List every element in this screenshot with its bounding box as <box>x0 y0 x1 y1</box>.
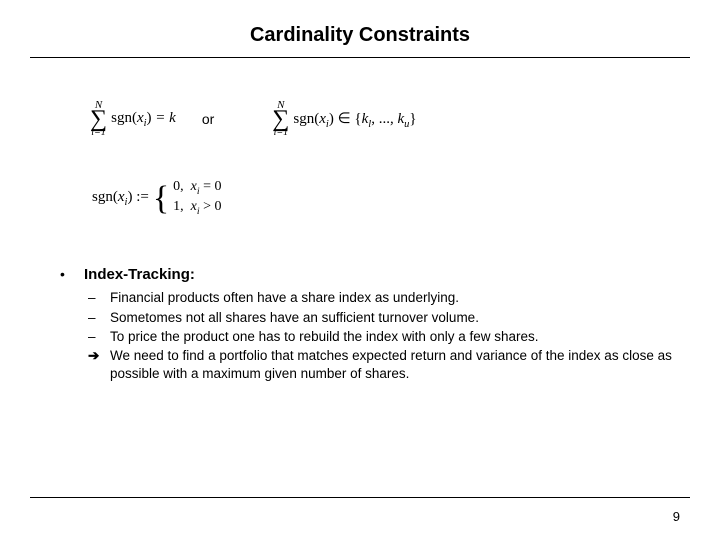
sigma-icon: ∑ <box>90 109 107 129</box>
x-var: x <box>137 110 144 126</box>
sum-lower: i=1 <box>91 128 106 138</box>
x-sub-2: i <box>326 119 329 130</box>
formula-left: N ∑ i=1 sgn(xi) = k <box>90 100 176 138</box>
case-0: 0, xi = 0 <box>173 178 221 198</box>
sgn-def-lhs: sgn(xi) := <box>92 189 149 208</box>
eq-k: = k <box>155 110 176 126</box>
sum-symbol-2: N ∑ i=1 <box>272 100 289 138</box>
list-item: – To price the product one has to rebuil… <box>88 328 690 346</box>
case1-val: 1, <box>173 199 184 214</box>
list-item-text: Financial products often have a share in… <box>110 289 459 307</box>
list-item-text: We need to find a portfolio that matches… <box>110 347 690 383</box>
list-item-text: To price the product one has to rebuild … <box>110 328 539 346</box>
set-close: } <box>409 111 416 127</box>
def-colon: := <box>132 189 148 205</box>
list-item-text: Sometomes not all shares have an suffici… <box>110 309 479 327</box>
slide-title: Cardinality Constraints <box>30 0 690 57</box>
case1-cond: > 0 <box>200 199 222 214</box>
dash-icon: – <box>88 289 110 307</box>
formula-row: N ∑ i=1 sgn(xi) = k or N ∑ i=1 sgn(xi) ∈… <box>30 100 690 138</box>
cases-block: 0, xi = 0 1, xi > 0 <box>173 178 221 218</box>
list-item: – Sometomes not all shares have an suffi… <box>88 309 690 327</box>
main-bullet: • Index-Tracking: <box>60 266 690 283</box>
dash-icon: – <box>88 328 110 346</box>
set-dots: , ..., <box>371 111 397 127</box>
x-var-2: x <box>319 111 326 127</box>
index-tracking-section: • Index-Tracking: – Financial products o… <box>30 266 690 383</box>
sigma-icon-2: ∑ <box>272 109 289 129</box>
sgn-expr-left: sgn(xi) = k <box>111 110 176 129</box>
set-open: ∈ { <box>338 111 362 127</box>
bottom-rule <box>30 497 690 498</box>
sgn-text-2: sgn <box>293 111 314 127</box>
case0-cond: = 0 <box>200 179 222 194</box>
formula-right: N ∑ i=1 sgn(xi) ∈ {kl, ..., ku} <box>272 100 416 138</box>
top-rule <box>30 57 690 58</box>
sum-lower-2: i=1 <box>274 128 289 138</box>
bullet-dot-icon: • <box>60 266 84 283</box>
dash-icon: – <box>88 309 110 327</box>
sum-symbol: N ∑ i=1 <box>90 100 107 138</box>
x-sub: i <box>144 118 147 129</box>
arrow-icon: ➔ <box>88 347 110 383</box>
or-text: or <box>202 111 214 127</box>
sgn-expr-right: sgn(xi) ∈ {kl, ..., ku} <box>293 109 416 130</box>
case0-val: 0, <box>173 179 184 194</box>
sgn-text-3: sgn <box>92 189 113 205</box>
x-var-3: x <box>118 189 125 205</box>
sgn-text: sgn <box>111 110 132 126</box>
sgn-definition: sgn(xi) := { 0, xi = 0 1, xi > 0 <box>30 178 690 218</box>
x-sub-3: i <box>125 197 128 208</box>
brace-icon: { <box>153 187 169 211</box>
page-number: 9 <box>673 509 680 524</box>
sub-list: – Financial products often have a share … <box>60 289 690 383</box>
list-item: ➔ We need to find a portfolio that match… <box>88 347 690 383</box>
case-1: 1, xi > 0 <box>173 198 221 218</box>
section-heading: Index-Tracking: <box>84 266 195 283</box>
list-item: – Financial products often have a share … <box>88 289 690 307</box>
